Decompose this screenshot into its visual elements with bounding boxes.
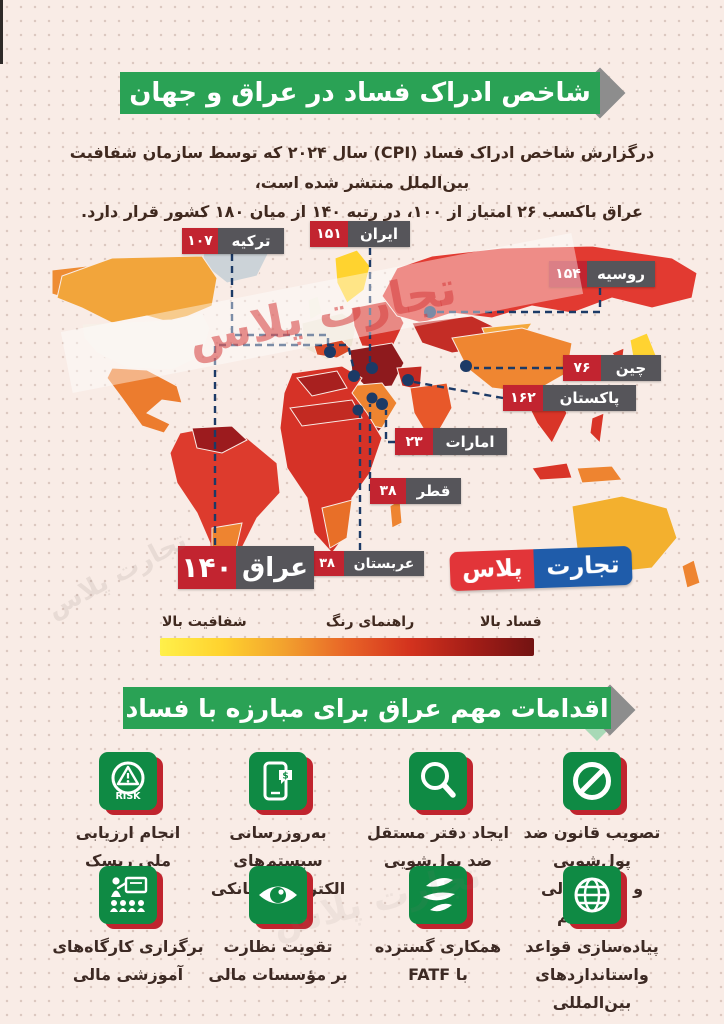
logo-part-plus: پلاس [449, 549, 536, 592]
action-caption: ضد پول‌شویی [383, 851, 493, 870]
edge-strip [0, 0, 3, 64]
country-label-turkey: ۱۰۷ ترکیه [182, 228, 284, 254]
country-name: ترکیه [218, 228, 284, 254]
country-label-china: ۷۶ چین [563, 355, 661, 381]
action-caption: پیاده‌سازی قواعد [525, 937, 659, 956]
logo-part-tejarat: تجارت [533, 545, 633, 589]
action-caption: با FATF [408, 965, 468, 984]
action-caption: انجام ارزیابی [75, 823, 181, 842]
rank-value: ۱۵۴ [549, 261, 587, 287]
action-caption: آموزشی مالی [72, 965, 184, 984]
rank-value: ۱۰۷ [182, 228, 218, 254]
risk-icon: RISK [99, 752, 157, 810]
fatf-icon [409, 866, 467, 924]
country-name: چین [601, 355, 661, 381]
action-fatf-cooperation: همکاری گسترده با FATF [353, 866, 523, 989]
section2-title: اقدامات مهم عراق برای مبارزه با فساد [123, 687, 611, 729]
country-label-iran: ۱۵۱ ایران [310, 221, 410, 247]
action-caption: همکاری گسترده [374, 937, 502, 956]
action-banking-systems: $ به‌روزرسانی سیستم‌هایالکترونیکی بانکی [193, 752, 363, 903]
rank-value: ۱۴۰ [178, 546, 236, 589]
country-name: پاکستان [543, 385, 636, 411]
magnifier-icon [409, 752, 467, 810]
action-caption: به‌روزرسانی سیستم‌های [229, 823, 327, 870]
action-caption: برگزاری کارگاه‌های [52, 937, 204, 956]
eye-icon [249, 866, 307, 924]
country-name: امارات [433, 428, 507, 455]
country-name: عراق [236, 546, 314, 589]
rank-value: ۱۶۲ [503, 385, 543, 411]
country-name: ایران [348, 221, 410, 247]
country-name: عربستان [344, 551, 424, 576]
rank-value: ۱۵۱ [310, 221, 348, 247]
rank-value: ۲۳ [395, 428, 433, 455]
mobile-banking-icon: $ [249, 752, 307, 810]
brand-logo: پلاس تجارت [449, 545, 633, 592]
action-international-standards: پیاده‌سازی قواعد واستانداردهای بین‌المللی [507, 866, 677, 1017]
rank-value: ۳۸ [370, 478, 406, 504]
classroom-icon [99, 866, 157, 924]
action-workshops: برگزاری کارگاه‌های آموزشی مالی [43, 866, 213, 989]
globe-icon [563, 866, 621, 924]
action-aml-office: ایجاد دفتر مستقل ضد پول‌شویی [353, 752, 523, 875]
rank-value: ۷۶ [563, 355, 601, 381]
action-caption: تصویب قانون ضد پول‌شویی [523, 823, 661, 870]
country-label-russia: ۱۵۴ روسیه [549, 261, 655, 287]
action-caption: بر مؤسسات مالی [208, 965, 348, 984]
country-label-iraq: ۱۴۰ عراق [178, 546, 314, 589]
country-label-saudi: ۳۸ عربستان [310, 551, 424, 576]
svg-text:RISK: RISK [115, 791, 141, 802]
page-title: شاخص ادراک فساد در عراق و جهان [120, 72, 600, 114]
country-label-uae: ۲۳ امارات [395, 428, 507, 455]
country-label-pakistan: ۱۶۲ پاکستان [503, 385, 636, 411]
action-oversight: تقویت نظارت بر مؤسسات مالی [193, 866, 363, 989]
action-caption: واستانداردهای بین‌المللی [535, 965, 649, 1012]
legend-title: راهنمای رنگ [325, 614, 415, 630]
action-risk-assessment: RISK انجام ارزیابی ملی ریسک [43, 752, 213, 875]
legend-label-corruption: فساد بالا [480, 614, 542, 630]
action-caption: ملی ریسک [84, 851, 172, 870]
country-label-qatar: ۳۸ قطر [370, 478, 461, 504]
action-caption: ایجاد دفتر مستقل [366, 823, 510, 842]
intro-line-2: عراق باکسب ۲۶ امتیاز از ۱۰۰، در رتبه ۱۴۰… [81, 202, 643, 222]
country-name: روسیه [587, 261, 655, 287]
legend-label-transparency: شفافیت بالا [162, 614, 247, 630]
action-caption: تقویت نظارت [223, 937, 333, 956]
rank-value: ۳۸ [310, 551, 344, 576]
svg-text:$: $ [282, 772, 288, 782]
legend-gradient-bar [160, 638, 534, 656]
country-name: قطر [406, 478, 461, 504]
intro-line-1: درگزارش شاخص ادراک فساد (CPI) سال ۲۰۲۴ ک… [69, 143, 655, 192]
ban-icon [563, 752, 621, 810]
intro-paragraph: درگزارش شاخص ادراک فساد (CPI) سال ۲۰۲۴ ک… [60, 138, 664, 227]
